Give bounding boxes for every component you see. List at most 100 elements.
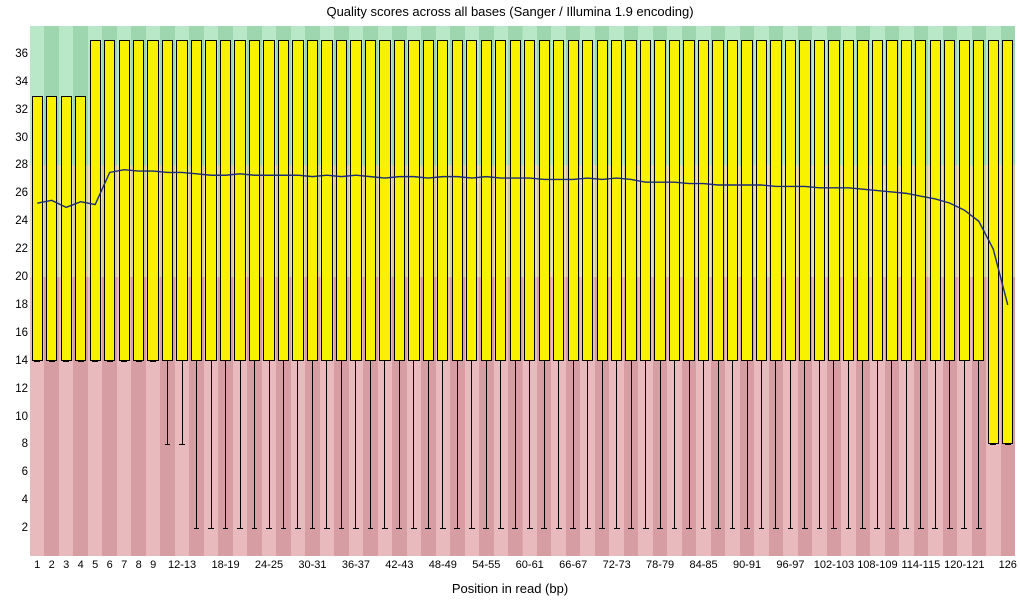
whisker-cap xyxy=(730,528,736,529)
whisker-cap xyxy=(121,361,127,362)
quality-box xyxy=(611,40,622,361)
quality-box xyxy=(263,40,274,361)
quality-box xyxy=(220,40,231,361)
quality-box xyxy=(104,40,115,361)
whisker-cap xyxy=(150,361,156,362)
quality-box xyxy=(350,40,361,361)
x-tick-label: 9 xyxy=(150,559,156,571)
quality-box xyxy=(292,40,303,361)
quality-box xyxy=(205,40,216,361)
quality-box xyxy=(524,40,535,361)
whisker-cap xyxy=(498,528,504,529)
quality-box xyxy=(191,40,202,361)
quality-box xyxy=(379,40,390,361)
whisker-cap xyxy=(281,528,287,529)
whisker-cap xyxy=(918,528,924,529)
y-tick-label: 24 xyxy=(4,215,28,227)
x-tick-label: 36-37 xyxy=(342,559,370,571)
quality-box xyxy=(712,40,723,361)
plot-area xyxy=(30,26,1015,556)
whisker-cap xyxy=(961,528,967,529)
whisker-cap xyxy=(990,444,996,445)
y-tick-label: 18 xyxy=(4,299,28,311)
whisker-cap xyxy=(686,528,692,529)
quality-box xyxy=(234,40,245,361)
y-tick-label: 16 xyxy=(4,327,28,339)
quality-box xyxy=(249,40,260,361)
whisker-cap xyxy=(63,361,69,362)
y-tick-label: 10 xyxy=(4,411,28,423)
quality-box xyxy=(959,40,970,361)
x-tick-label: 8 xyxy=(136,559,142,571)
whisker-cap xyxy=(715,528,721,529)
whisker-cap xyxy=(657,528,663,529)
x-tick-label: 120-121 xyxy=(944,559,984,571)
x-tick-label: 78-79 xyxy=(646,559,674,571)
quality-box xyxy=(828,40,839,361)
x-tick-label: 7 xyxy=(121,559,127,571)
quality-box xyxy=(147,40,158,361)
x-tick-label: 96-97 xyxy=(776,559,804,571)
x-axis-label: Position in read (bp) xyxy=(0,581,1020,596)
whisker-cap xyxy=(483,528,489,529)
whisker-cap xyxy=(136,361,142,362)
x-tick-label: 72-73 xyxy=(603,559,631,571)
quality-box xyxy=(857,40,868,361)
quality-box xyxy=(75,96,86,361)
whisker-cap xyxy=(628,528,634,529)
x-tick-label: 60-61 xyxy=(516,559,544,571)
whisker-cap xyxy=(599,528,605,529)
chart-title: Quality scores across all bases (Sanger … xyxy=(0,4,1020,19)
whisker-cap xyxy=(614,528,620,529)
quality-box xyxy=(872,40,883,361)
x-tick-label: 66-67 xyxy=(559,559,587,571)
whisker-cap xyxy=(382,528,388,529)
y-tick-label: 12 xyxy=(4,383,28,395)
whisker-cap xyxy=(802,528,808,529)
whisker-cap xyxy=(759,528,765,529)
whisker-cap xyxy=(454,528,460,529)
quality-box xyxy=(162,40,173,361)
quality-box xyxy=(46,96,57,361)
y-tick-label: 34 xyxy=(4,76,28,88)
quality-box xyxy=(278,40,289,361)
whisker-cap xyxy=(107,361,113,362)
whisker-cap xyxy=(556,528,562,529)
x-tick-label: 4 xyxy=(78,559,84,571)
quality-box xyxy=(843,40,854,361)
quality-box xyxy=(452,40,463,361)
whisker-cap xyxy=(208,528,214,529)
quality-box xyxy=(727,40,738,361)
y-tick-label: 26 xyxy=(4,187,28,199)
whisker-cap xyxy=(976,528,982,529)
x-tick-label: 48-49 xyxy=(429,559,457,571)
quality-box xyxy=(568,40,579,361)
x-tick-label: 5 xyxy=(92,559,98,571)
whisker-cap xyxy=(788,528,794,529)
whisker-cap xyxy=(425,528,431,529)
quality-box xyxy=(901,40,912,361)
x-tick-label: 12-13 xyxy=(168,559,196,571)
whisker-cap xyxy=(860,528,866,529)
whisker-cap xyxy=(49,361,55,362)
quality-box xyxy=(423,40,434,361)
quality-box xyxy=(466,40,477,361)
whisker-cap xyxy=(846,528,852,529)
whisker-cap xyxy=(773,528,779,529)
whisker-cap xyxy=(541,528,547,529)
quality-box xyxy=(756,40,767,361)
whisker-cap xyxy=(874,528,880,529)
whisker-cap xyxy=(643,528,649,529)
quality-box xyxy=(321,40,332,361)
quality-box xyxy=(654,40,665,361)
whisker-cap xyxy=(585,528,591,529)
whisker-cap xyxy=(396,528,402,529)
x-tick-label: 42-43 xyxy=(385,559,413,571)
quality-box xyxy=(814,40,825,361)
whisker-cap xyxy=(440,528,446,529)
whisker-cap xyxy=(932,528,938,529)
quality-box xyxy=(683,40,694,361)
quality-box xyxy=(582,40,593,361)
x-tick-label: 114-115 xyxy=(901,559,940,571)
x-tick-label: 84-85 xyxy=(689,559,717,571)
